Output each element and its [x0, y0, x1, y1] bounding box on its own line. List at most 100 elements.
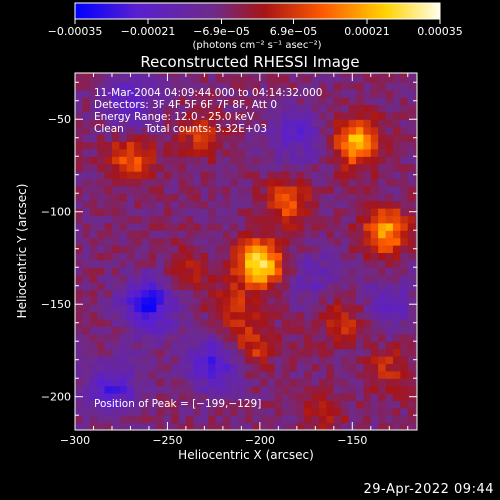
heatmap-cell	[200, 356, 209, 365]
heatmap-cell	[185, 370, 194, 379]
heatmap-cell	[156, 356, 165, 365]
heatmap-cell	[75, 230, 83, 239]
heatmap-cell	[82, 185, 91, 194]
heatmap-cell	[378, 378, 387, 387]
heatmap-cell	[348, 245, 357, 254]
heatmap-cell	[237, 304, 246, 313]
heatmap-cell	[141, 208, 150, 217]
heatmap-cell	[163, 363, 172, 372]
heatmap-cell	[134, 407, 143, 416]
heatmap-cell	[355, 111, 364, 120]
heatmap-cell	[208, 378, 217, 387]
heatmap-cell	[237, 222, 246, 231]
heatmap-cell	[200, 259, 209, 268]
heatmap-cell	[400, 378, 409, 387]
heatmap-cell	[245, 274, 254, 283]
heatmap-cell	[75, 119, 83, 128]
heatmap-cell	[341, 393, 350, 402]
heatmap-cell	[119, 296, 128, 305]
heatmap-cell	[341, 407, 350, 416]
heatmap-cell	[178, 163, 187, 172]
heatmap-cell	[400, 178, 409, 187]
heatmap-cell	[348, 252, 357, 261]
heatmap-cell	[319, 178, 328, 187]
heatmap-cell	[333, 171, 342, 180]
heatmap-cell	[348, 178, 357, 187]
heatmap-cell	[355, 304, 364, 313]
heatmap-cell	[259, 296, 268, 305]
heatmap-cell	[193, 333, 202, 342]
heatmap-cell	[163, 252, 172, 261]
heatmap-cell	[89, 74, 98, 83]
heatmap-cell	[163, 193, 172, 202]
heatmap-cell	[156, 326, 165, 335]
heatmap-cell	[296, 126, 305, 135]
heatmap-cell	[245, 282, 254, 291]
heatmap-cell	[75, 311, 83, 320]
heatmap-cell	[171, 208, 180, 217]
heatmap-cell	[252, 378, 261, 387]
heatmap-cell	[148, 97, 157, 106]
heatmap-cell	[82, 393, 91, 402]
heatmap-cell	[222, 259, 231, 268]
heatmap-cell	[163, 304, 172, 313]
heatmap-cell	[304, 104, 313, 113]
heatmap-cell	[378, 326, 387, 335]
heatmap-cell	[193, 245, 202, 254]
heatmap-cell	[407, 267, 416, 276]
heatmap-cell	[222, 252, 231, 261]
heatmap-cell	[385, 348, 394, 357]
heatmap-cell	[363, 163, 372, 172]
heatmap-cell	[355, 156, 364, 165]
heatmap-cell	[97, 252, 106, 261]
heatmap-cell	[82, 422, 91, 430]
heatmap-cell	[370, 341, 379, 350]
heatmap-cell	[400, 259, 409, 268]
heatmap-cell	[289, 97, 298, 106]
heatmap-cell	[126, 185, 135, 194]
heatmap-cell	[296, 171, 305, 180]
heatmap-cell	[178, 73, 187, 76]
heatmap-cell	[319, 422, 328, 430]
heatmap-cell	[378, 422, 387, 430]
heatmap-cell	[259, 215, 268, 224]
heatmap-cell	[245, 289, 254, 298]
heatmap-cell	[89, 348, 98, 357]
heatmap-cell	[82, 119, 91, 128]
heatmap-cell	[178, 348, 187, 357]
heatmap-cell	[171, 304, 180, 313]
heatmap-cell	[148, 415, 157, 424]
heatmap-cell	[392, 274, 401, 283]
heatmap-cell	[185, 97, 194, 106]
heatmap-cell	[97, 400, 106, 409]
heatmap-cell	[259, 267, 268, 276]
heatmap-cell	[178, 363, 187, 372]
heatmap-cell	[111, 378, 120, 387]
heatmap-cell	[289, 274, 298, 283]
heatmap-cell	[245, 267, 254, 276]
heatmap-cell	[208, 259, 217, 268]
heatmap-cell	[156, 126, 165, 135]
heatmap-cell	[296, 141, 305, 150]
heatmap-cell	[326, 393, 335, 402]
heatmap-cell	[289, 171, 298, 180]
heatmap-cell	[348, 378, 357, 387]
chart-title: Reconstructed RHESSI Image	[140, 53, 359, 71]
heatmap-cell	[75, 422, 83, 430]
heatmap-cell	[407, 237, 416, 246]
heatmap-cell	[415, 289, 417, 298]
heatmap-cell	[75, 407, 83, 416]
heatmap-cell	[400, 363, 409, 372]
heatmap-cell	[208, 89, 217, 98]
heatmap-cell	[296, 89, 305, 98]
heatmap-cell	[370, 222, 379, 231]
heatmap-cell	[333, 348, 342, 357]
heatmap-cell	[89, 319, 98, 328]
heatmap-cell	[370, 326, 379, 335]
heatmap-cell	[319, 267, 328, 276]
heatmap-cell	[82, 73, 91, 76]
heatmap-cell	[208, 208, 217, 217]
heatmap-cell	[89, 267, 98, 276]
heatmap-cell	[274, 97, 283, 106]
heatmap-cell	[156, 119, 165, 128]
